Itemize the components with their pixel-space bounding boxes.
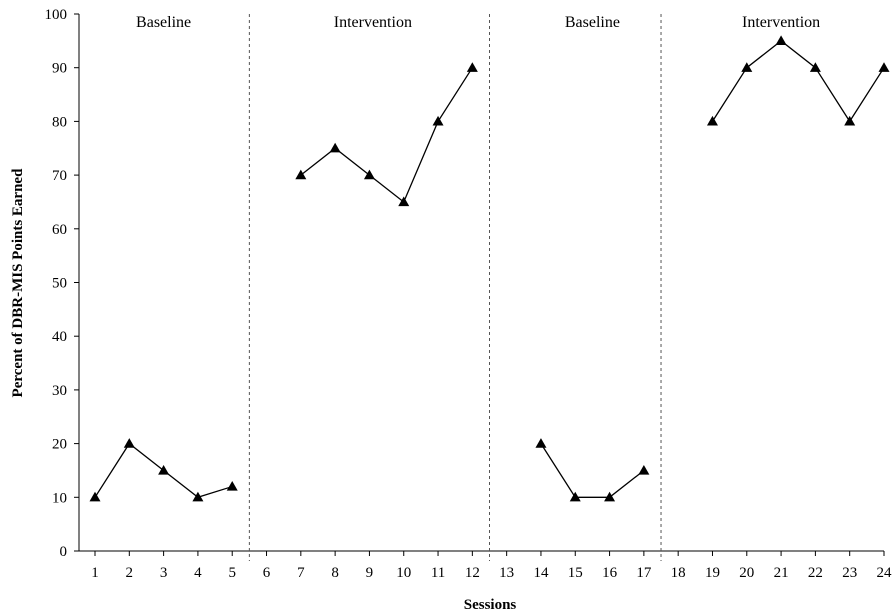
data-point-marker [363,169,375,180]
data-point-marker [295,169,307,180]
x-tick-label: 22 [808,565,823,581]
x-tick-label: 16 [602,565,618,581]
data-point-marker [706,115,718,126]
x-tick-label: 21 [774,565,789,581]
data-point-marker [604,491,616,502]
data-point-marker [89,491,101,502]
x-tick-label: 11 [431,565,445,581]
x-tick-label: 9 [366,565,374,581]
data-point-marker [192,491,204,502]
data-point-marker [535,438,547,448]
series-group [89,35,890,502]
data-point-marker [741,62,753,72]
data-point-marker [158,464,170,475]
data-point-marker [775,35,787,45]
x-tick-label: 12 [465,565,480,581]
x-tick-label: 14 [533,565,549,581]
x-tick-label: 23 [842,565,857,581]
phase-label: Intervention [742,14,820,31]
x-tick-label: 5 [228,565,236,581]
data-point-marker [226,481,238,491]
data-point-marker [809,62,821,72]
y-tick-label: 40 [52,329,67,345]
x-tick-label: 4 [194,565,202,581]
data-point-marker [398,196,410,207]
data-point-marker [878,62,890,72]
x-tick-label: 7 [297,565,305,581]
y-tick-label: 30 [52,383,67,399]
phase-label: Intervention [334,14,412,31]
data-point-marker [329,142,341,153]
y-tick-label: 70 [52,168,67,184]
series-line [711,40,885,123]
data-point-marker [844,115,856,126]
y-tick-label: 50 [52,276,67,292]
x-tick-label: 24 [877,565,893,581]
x-tick-label: 8 [331,565,339,581]
x-axis-title: Sessions [464,597,517,612]
phase-label: Baseline [136,14,191,31]
x-tick-label: 6 [263,565,271,581]
x-tick-label: 17 [636,565,652,581]
x-tick-label: 15 [568,565,583,581]
data-point-marker [466,62,478,72]
data-point-marker [432,115,444,126]
phase-labels: Baseline Intervention Baseline Intervention [136,14,820,31]
x-tick-label: 3 [160,565,168,581]
x-tick-label: 1 [91,565,99,581]
x-tick-label: 2 [126,565,134,581]
data-point-marker [123,438,135,448]
x-tick-label: 10 [396,565,411,581]
x-tick-label: 20 [739,565,754,581]
series-line [300,67,473,203]
y-tick-label: 10 [52,490,67,506]
y-tick-label: 60 [52,222,67,238]
y-axis-title: Percent of DBR-MIS Points Earned [10,168,26,398]
y-tick-label: 80 [52,114,67,130]
data-point-marker [569,491,581,502]
x-tick-label: 13 [499,565,514,581]
x-tick-label: 18 [671,565,686,581]
y-tick-label: 90 [52,61,67,77]
x-tick-label: 19 [705,565,720,581]
y-tick-label: 100 [45,7,68,23]
phase-lines [248,14,662,561]
y-tick-label: 0 [60,544,68,560]
y-tick-label: 20 [52,437,67,453]
series-line [540,443,645,498]
phase-label: Baseline [565,14,620,31]
data-point-marker [638,464,650,475]
